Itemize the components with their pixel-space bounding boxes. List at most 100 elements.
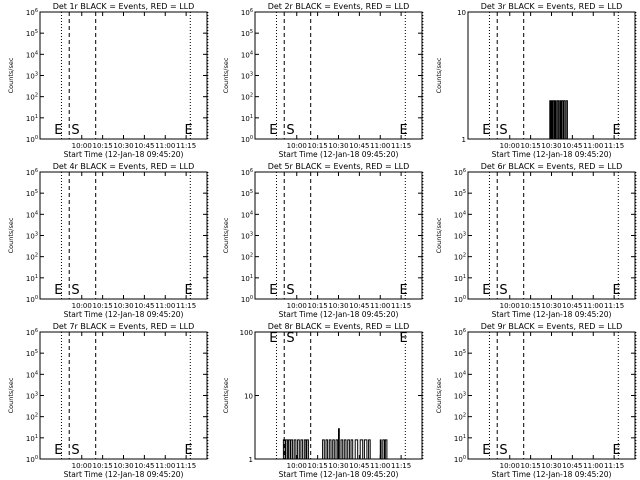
y-tick-label: 10 xyxy=(244,393,253,401)
y-tick-label: 106 xyxy=(26,168,38,177)
y-tick-label: 104 xyxy=(454,210,466,219)
x-tick-label: 10:15 xyxy=(308,142,328,150)
y-tick-label: 100 xyxy=(241,295,253,304)
y-axis-label: Counts/sec xyxy=(7,217,15,253)
x-tick-label: 11:15 xyxy=(604,302,624,310)
x-tick-label: 10:15 xyxy=(93,462,113,470)
y-tick-label: 100 xyxy=(454,455,466,464)
y-tick-label: 104 xyxy=(26,210,38,219)
y-tick-label: 1 xyxy=(462,136,466,144)
interval-marker: S xyxy=(499,443,507,458)
y-tick-label: 106 xyxy=(454,168,466,177)
y-tick-label: 105 xyxy=(241,29,253,38)
y-tick-label: 102 xyxy=(26,253,38,262)
y-axis-label: Counts/sec xyxy=(7,57,15,93)
x-tick-label: 11:00 xyxy=(370,142,390,150)
x-tick-label: 11:00 xyxy=(583,302,603,310)
y-tick-label: 100 xyxy=(241,135,253,144)
x-tick-label: 10:00 xyxy=(500,462,520,470)
x-tick-label: 11:15 xyxy=(391,302,411,310)
y-tick-label: 106 xyxy=(241,168,253,177)
interval-marker: E xyxy=(613,443,621,458)
x-tick-label: 10:45 xyxy=(349,462,369,470)
event-rate-series xyxy=(549,100,569,140)
x-tick-label: 10:45 xyxy=(562,142,582,150)
x-tick-label: 10:30 xyxy=(328,462,348,470)
x-tick-label: 10:15 xyxy=(308,462,328,470)
interval-marker: E xyxy=(185,123,193,138)
interval-marker: E xyxy=(185,443,193,458)
x-axis-label: Start Time (12-Jan-18 09:45:20) xyxy=(492,470,612,479)
y-tick-label: 102 xyxy=(26,413,38,422)
interval-marker: E xyxy=(269,331,277,346)
y-tick-label: 102 xyxy=(241,253,253,262)
interval-marker: E xyxy=(482,283,490,298)
y-tick-label: 105 xyxy=(26,29,38,38)
panel-title: Det 6r BLACK = Events, RED = LLD xyxy=(481,162,623,171)
panel-det8r: Det 8r BLACK = Events, RED = LLD 1 10 100 10… xyxy=(222,322,424,479)
interval-marker: E xyxy=(400,331,408,346)
plot-frame xyxy=(467,331,636,460)
x-tick-label: 10:45 xyxy=(562,302,582,310)
x-tick-label: 10:15 xyxy=(93,142,113,150)
y-tick-label: 100 xyxy=(26,295,38,304)
x-axis-label: Start Time (12-Jan-18 09:45:20) xyxy=(279,470,399,479)
y-tick-label: 105 xyxy=(26,349,38,358)
y-tick-label: 103 xyxy=(26,72,38,81)
x-tick-label: 10:45 xyxy=(134,462,154,470)
x-tick-label: 10:45 xyxy=(349,142,369,150)
y-tick-label: 106 xyxy=(26,328,38,337)
y-tick-label: 103 xyxy=(454,232,466,241)
y-tick-label: 101 xyxy=(26,114,38,123)
x-tick-label: 11:00 xyxy=(583,462,603,470)
x-tick-label: 10:30 xyxy=(541,302,561,310)
y-axis-label: Counts/sec xyxy=(222,377,230,413)
panel-title: Det 4r BLACK = Events, RED = LLD xyxy=(53,162,195,171)
x-tick-label: 10:45 xyxy=(134,302,154,310)
y-tick-label: 105 xyxy=(26,189,38,198)
y-axis-label: Counts/sec xyxy=(435,377,443,413)
x-axis-label: Start Time (12-Jan-18 09:45:20) xyxy=(492,310,612,319)
plot-frame xyxy=(39,171,208,300)
x-tick-label: 10:30 xyxy=(328,302,348,310)
x-tick-label: 10:30 xyxy=(541,462,561,470)
y-tick-label: 102 xyxy=(454,413,466,422)
x-tick-label: 10:30 xyxy=(113,462,133,470)
x-axis-label: Start Time (12-Jan-18 09:45:20) xyxy=(279,150,399,159)
x-tick-label: 10:15 xyxy=(521,462,541,470)
x-axis-label: Start Time (12-Jan-18 09:45:20) xyxy=(64,150,184,159)
y-tick-label: 106 xyxy=(454,328,466,337)
x-tick-label: 10:45 xyxy=(134,142,154,150)
y-axis-label: Counts/sec xyxy=(435,57,443,93)
x-tick-label: 11:15 xyxy=(391,142,411,150)
y-tick-label: 100 xyxy=(240,329,253,337)
y-axis-label: Counts/sec xyxy=(7,377,15,413)
interval-marker: E xyxy=(482,443,490,458)
y-tick-label: 106 xyxy=(241,8,253,17)
y-tick-label: 101 xyxy=(26,434,38,443)
panel-title: Det 5r BLACK = Events, RED = LLD xyxy=(268,162,410,171)
y-tick-label: 103 xyxy=(454,392,466,401)
y-tick-label: 101 xyxy=(454,434,466,443)
plot-frame xyxy=(254,171,423,300)
plot-frame xyxy=(254,11,423,140)
x-tick-label: 11:15 xyxy=(391,462,411,470)
x-tick-label: 11:15 xyxy=(604,462,624,470)
interval-marker: S xyxy=(286,123,294,138)
y-tick-label: 105 xyxy=(241,189,253,198)
panel-title: Det 8r BLACK = Events, RED = LLD xyxy=(268,322,410,331)
interval-marker: E xyxy=(54,283,62,298)
plot-frame xyxy=(467,171,636,300)
x-tick-label: 10:00 xyxy=(72,142,92,150)
y-tick-label: 104 xyxy=(26,370,38,379)
panel-det1r: Det 1r BLACK = Events, RED = LLD 100 101 10… xyxy=(7,2,209,159)
x-tick-label: 10:15 xyxy=(308,302,328,310)
panel-title: Det 3r BLACK = Events, RED = LLD xyxy=(481,2,623,11)
y-tick-label: 104 xyxy=(241,50,253,59)
y-tick-label: 100 xyxy=(454,295,466,304)
x-tick-label: 10:00 xyxy=(72,302,92,310)
interval-marker: S xyxy=(286,283,294,298)
y-tick-label: 102 xyxy=(26,93,38,102)
x-tick-label: 10:00 xyxy=(500,302,520,310)
